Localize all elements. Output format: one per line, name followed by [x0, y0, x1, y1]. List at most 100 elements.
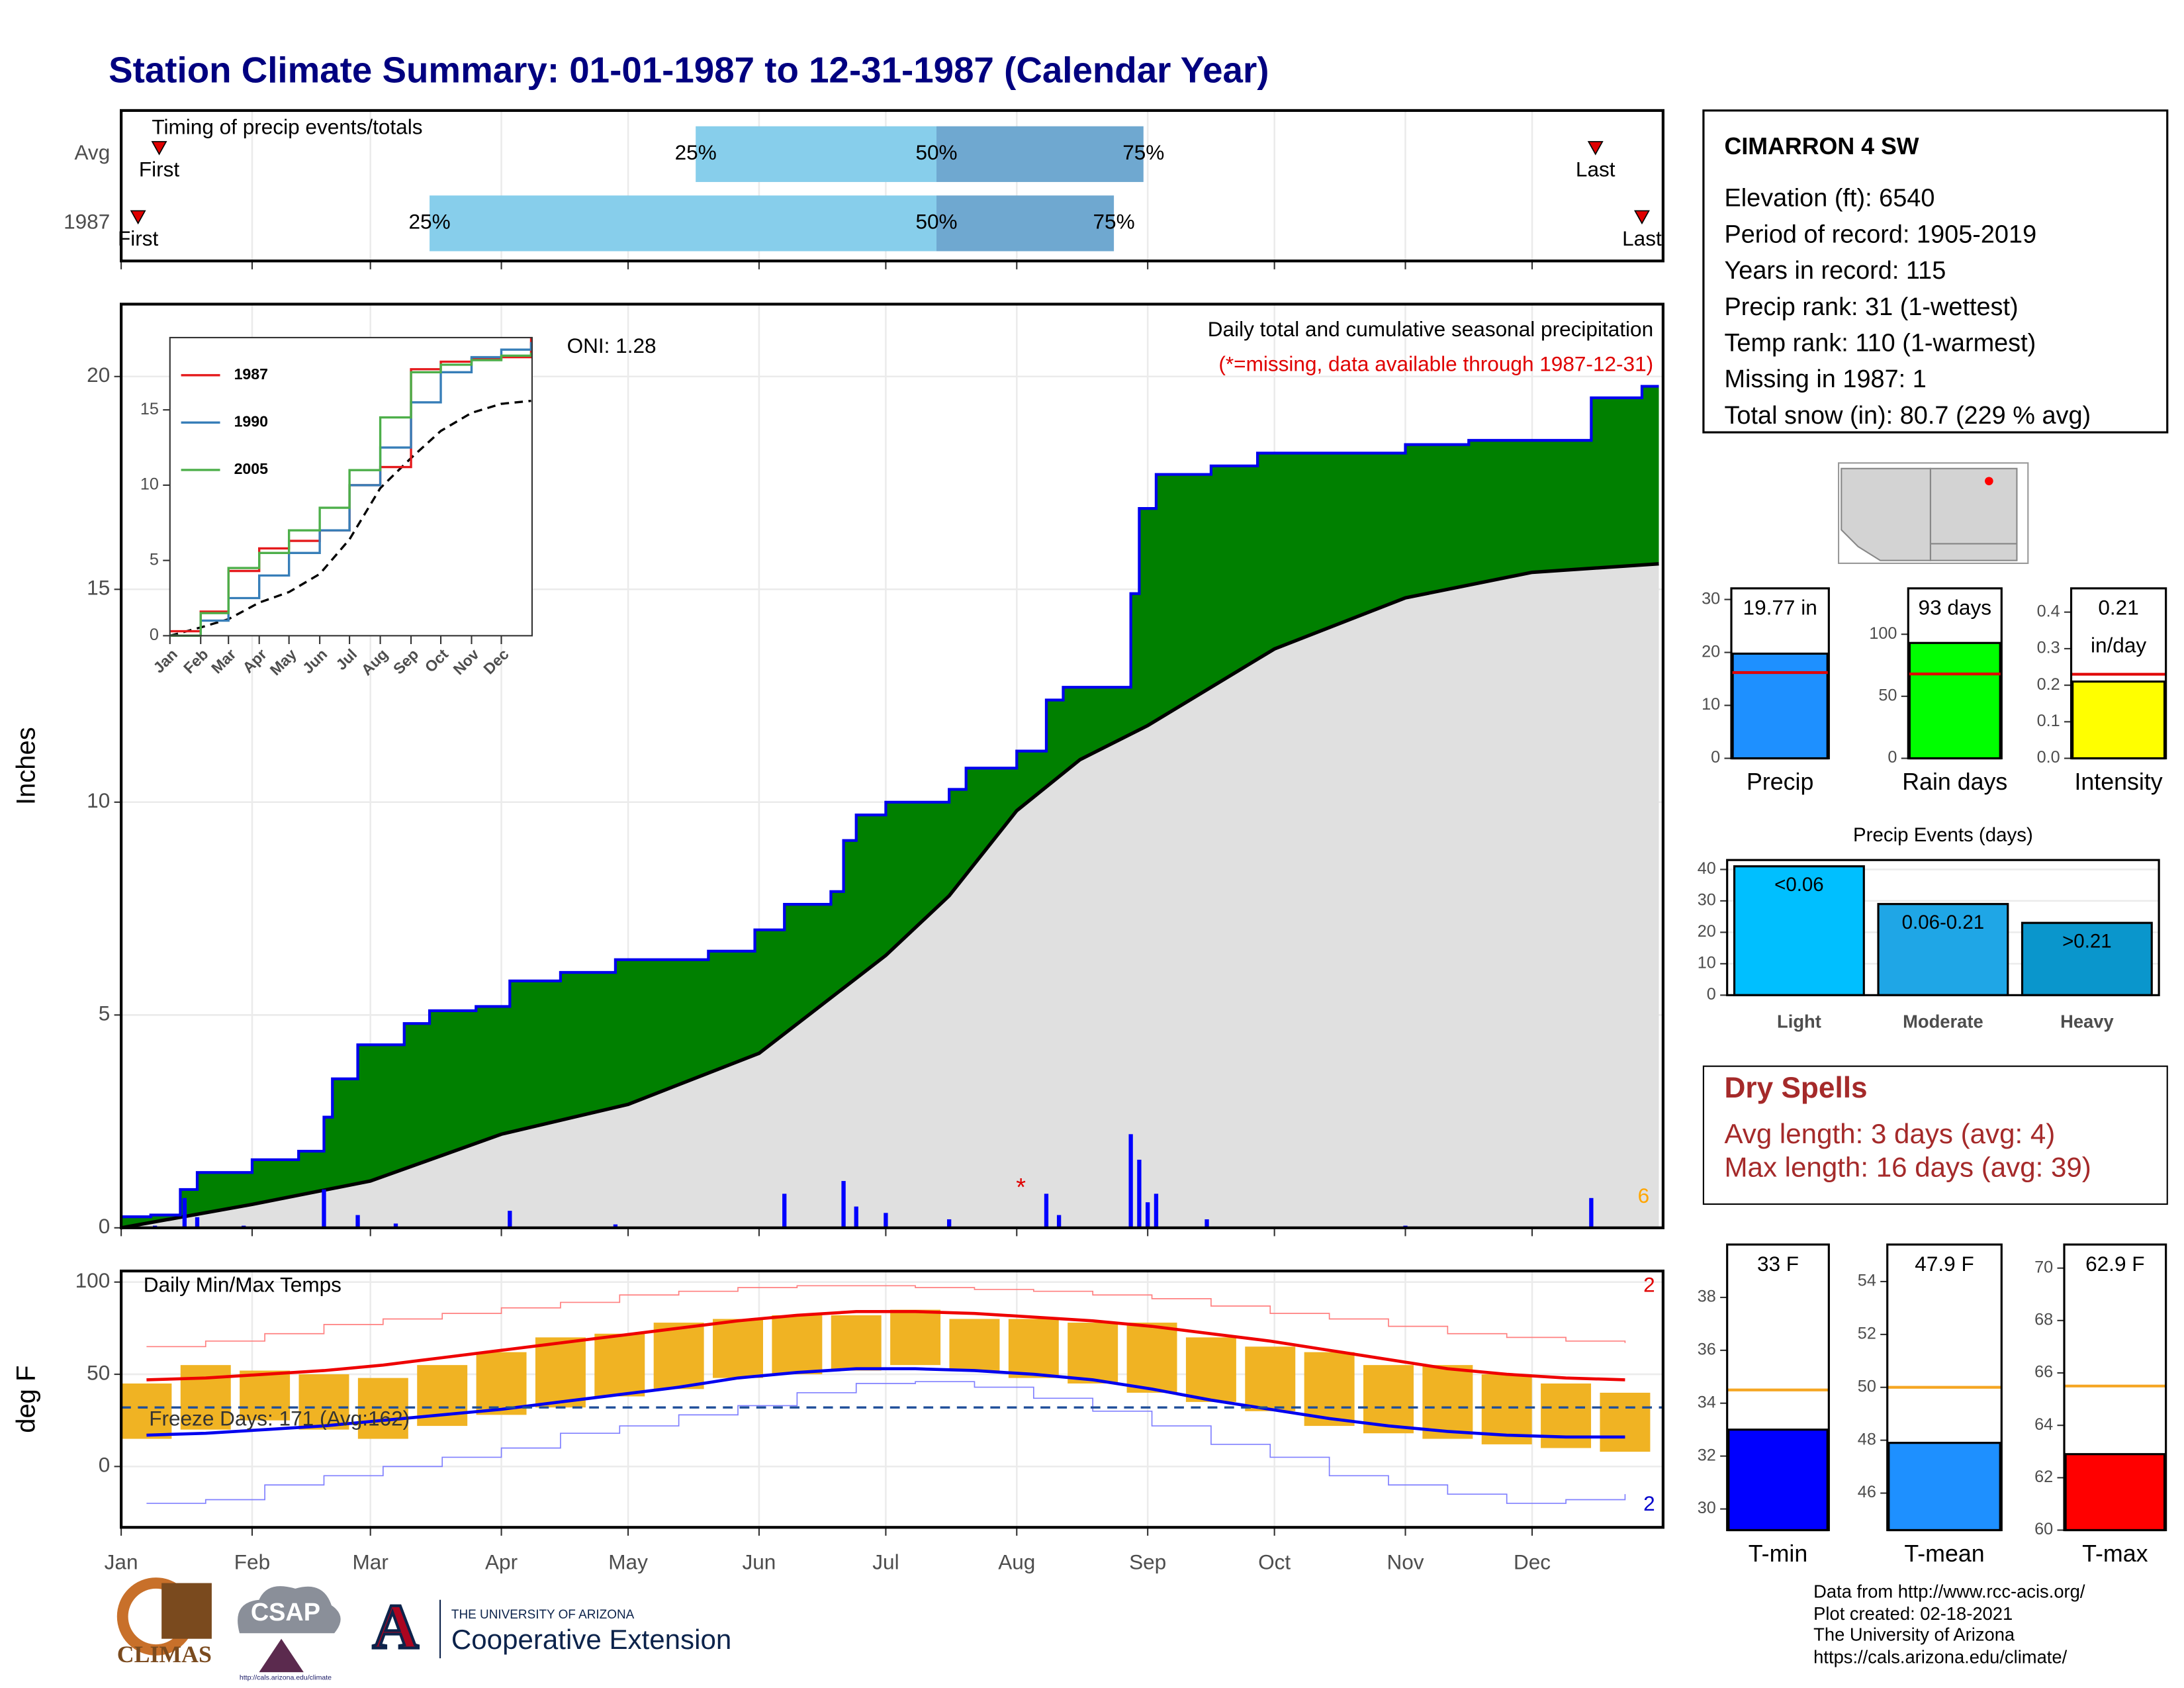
plot-background: [169, 337, 532, 636]
quartile-label: 25%: [675, 140, 717, 164]
unit-label: in/day: [2091, 633, 2146, 657]
locator-map: [1838, 462, 2029, 564]
y-tick-label: 20: [1702, 642, 1720, 661]
cumulative-line: [121, 385, 1659, 1219]
footer-line: Plot created: 02-18-2021: [1813, 1603, 2013, 1624]
x-tick-label: Apr: [485, 1550, 518, 1573]
daily-bar: [1056, 1215, 1062, 1228]
plot-frame: [2063, 1243, 2167, 1532]
temp-bar: [594, 1333, 645, 1397]
bar: [2021, 921, 2153, 996]
footer: Data from http://www.rcc-acis.org/ Plot …: [1813, 1581, 2085, 1667]
plot-frame: [1886, 1243, 2003, 1532]
daily-bar: [884, 1213, 888, 1228]
x-tick-label: Oct: [1258, 1550, 1291, 1573]
legend-label: 1987: [234, 365, 268, 383]
y-tick-label: 20: [87, 363, 110, 387]
count-label: 6: [1638, 1184, 1650, 1207]
x-tick-label: May: [608, 1550, 648, 1573]
footer-line: Data from http://www.rcc-acis.org/: [1813, 1581, 2085, 1601]
daily-bar: [1154, 1194, 1159, 1228]
record-low-count: 2: [1643, 1491, 1655, 1515]
y-tick-label: 5: [99, 1002, 111, 1025]
y-tick-label: 0: [99, 1214, 111, 1238]
timing-bar: [696, 126, 937, 182]
footer-line: https://cals.arizona.edu/climate/: [1813, 1646, 2067, 1667]
x-tick-label: Nov: [1387, 1550, 1424, 1573]
y-tick-label: 100: [1869, 624, 1897, 643]
value-label: 33 F: [1757, 1252, 1799, 1276]
temp-bar: [121, 1383, 172, 1439]
y-tick-label: 10: [140, 475, 159, 494]
inset-frame: [169, 336, 533, 637]
daily-bar: [854, 1206, 858, 1228]
timing-bar: [430, 195, 937, 252]
temp-bar: [1363, 1365, 1414, 1434]
chart-subtitle: (*=missing, data available through 1987-…: [1218, 352, 1653, 375]
y-tick-label: 0.3: [2037, 639, 2060, 657]
quartile-label: 50%: [915, 140, 957, 164]
category-label: Intensity: [2074, 769, 2162, 795]
daily-bar: [613, 1224, 618, 1228]
y-tick-label: 66: [2034, 1363, 2053, 1382]
y-tick-label: 50: [87, 1360, 110, 1384]
csap-url: http://cals.arizona.edu/climate: [240, 1673, 332, 1681]
x-tick-label: Jul: [872, 1550, 899, 1573]
temp-bar: [713, 1319, 763, 1378]
marker-label: First: [118, 226, 159, 250]
x-tick-label: Aug: [998, 1550, 1035, 1573]
temp-bar: [653, 1323, 704, 1389]
y-tick-label: 0.4: [2037, 602, 2060, 620]
daily-bar: [947, 1219, 952, 1228]
avg-low-line: [146, 1367, 1625, 1439]
chart-title: Daily total and cumulative seasonal prec…: [1208, 317, 1653, 341]
avg-high-line: [146, 1310, 1625, 1382]
y-tick-label: 40: [1698, 859, 1716, 878]
value-label: 19.77 in: [1743, 596, 1817, 620]
temp-bar: [890, 1309, 941, 1366]
timing-title: Timing of precip events/totals: [152, 115, 422, 139]
timing-bar: [936, 126, 1144, 182]
y-tick-label: 0: [1711, 748, 1720, 767]
bar: [1877, 903, 2009, 996]
temp-bar: [240, 1370, 291, 1421]
x-tick-label: Jun: [742, 1550, 776, 1573]
daily-bar: [1137, 1159, 1142, 1228]
y-tick-label: 64: [2034, 1415, 2053, 1434]
bar: [2064, 1453, 2166, 1532]
average-area: [121, 563, 1659, 1228]
climas-text: CLIMAS: [117, 1641, 212, 1667]
plot-frame: [119, 1269, 1664, 1529]
y-tick-label: 60: [2034, 1520, 2053, 1538]
series-line: [169, 352, 533, 637]
csap-cloud: [238, 1586, 341, 1634]
value-label: 93 days: [1919, 596, 1992, 620]
chart-title: Precip Events (days): [1853, 824, 2033, 846]
plot-frame: [1730, 587, 1830, 760]
timing-marker: [130, 210, 146, 225]
marker-label: Last: [1576, 157, 1615, 181]
category-label: Rain days: [1902, 769, 2007, 795]
daily-bar: [322, 1189, 326, 1228]
daily-bar: [1044, 1194, 1049, 1228]
temp-bar: [949, 1319, 1000, 1371]
bar: [1733, 865, 1865, 996]
info-line: Period of record: 1905-2019: [1724, 220, 2036, 248]
record-high-count: 2: [1643, 1273, 1655, 1297]
temp-bar: [831, 1315, 882, 1371]
y-tick-label: 46: [1858, 1483, 1876, 1501]
y-tick-label: 34: [1698, 1393, 1716, 1411]
station-dot: [1985, 477, 1993, 486]
bar: [1888, 1442, 2001, 1532]
record-high-line: [146, 1285, 1626, 1348]
x-tick-label: Sep: [1129, 1550, 1166, 1573]
row-label: 1987: [64, 210, 110, 234]
threshold-label: 0.06-0.21: [1902, 912, 1984, 933]
y-tick-label: 15: [140, 400, 159, 418]
plot-frame: [1726, 859, 2160, 996]
dry-spells-title: Dry Spells: [1724, 1072, 1867, 1104]
y-tick-label: 30: [1698, 891, 1716, 910]
x-tick-label: Jan: [105, 1550, 138, 1573]
daily-bar: [393, 1223, 398, 1228]
